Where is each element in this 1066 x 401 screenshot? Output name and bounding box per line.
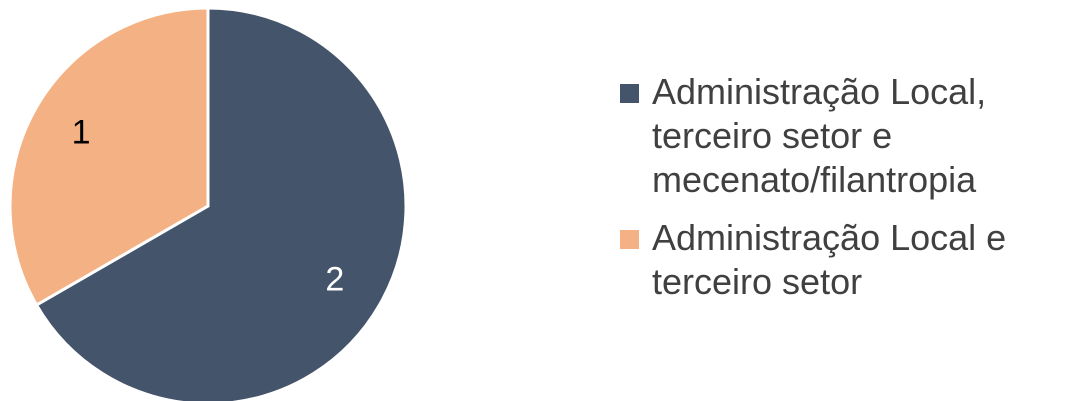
legend-label-0: Administração Local, terceiro setor e me…: [652, 71, 987, 200]
legend-label-1: Administração Local e terceiro setor: [652, 217, 1007, 302]
legend-swatch-1: [620, 230, 639, 249]
legend-item-0: Administração Local, terceiro setor e me…: [620, 70, 1060, 202]
pie-data-label-1: 1: [72, 114, 91, 152]
pie-slice-1: [8, 6, 210, 308]
pie-data-label-0: 2: [325, 260, 344, 298]
legend-item-1: Administração Local e terceiro setor: [620, 216, 1060, 304]
pie-slice-0: [34, 6, 408, 401]
chart-legend: Administração Local, terceiro setor e me…: [620, 70, 1060, 318]
legend-swatch-0: [620, 84, 639, 103]
